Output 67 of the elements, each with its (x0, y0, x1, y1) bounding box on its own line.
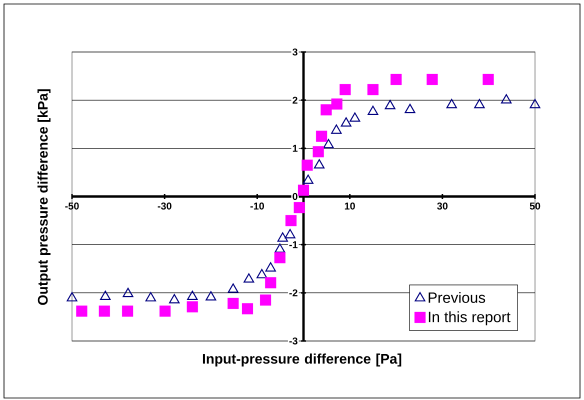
point (228, 283, 238, 293)
point (331, 124, 342, 134)
point (500, 94, 512, 104)
point (260, 294, 272, 306)
y-tick-label: 3 (292, 48, 298, 56)
point (316, 130, 328, 142)
x-tick-label: -30 (158, 202, 172, 210)
legend-label: Previous (428, 292, 486, 303)
point (277, 232, 288, 242)
y-axis-title: Output pressure difference [kPa] (38, 89, 50, 305)
point (76, 306, 88, 317)
y-tick-label: 0 (292, 192, 298, 200)
point (302, 174, 314, 184)
y-tick-label: 2 (292, 96, 298, 104)
y-tick-label: -1 (289, 241, 298, 248)
point (340, 84, 351, 96)
point (368, 106, 378, 116)
point (160, 306, 171, 317)
point (122, 306, 134, 317)
x-tick-label: 30 (437, 202, 448, 210)
point (320, 104, 332, 116)
point (100, 290, 111, 300)
point (340, 117, 352, 127)
point (284, 228, 296, 238)
point (265, 262, 276, 272)
point (66, 292, 78, 302)
point (482, 74, 494, 86)
point (384, 100, 396, 110)
y-tick-label: 1 (292, 144, 298, 152)
legend-label: In this report (428, 311, 510, 326)
point (206, 291, 216, 300)
point (122, 288, 134, 298)
point (350, 112, 360, 122)
y-tick-label: -3 (289, 337, 298, 345)
x-tick-label: 10 (344, 202, 355, 210)
point (169, 294, 180, 304)
point (265, 277, 276, 288)
point (285, 215, 297, 226)
y-tick-label: -2 (289, 289, 298, 296)
point (145, 292, 156, 302)
point (390, 74, 402, 86)
point (274, 252, 286, 264)
point (530, 98, 540, 108)
point (314, 159, 325, 168)
point (426, 74, 438, 86)
point (256, 268, 268, 278)
point (312, 146, 324, 158)
x-axis-title: Input-pressure difference [Pa] (202, 354, 402, 367)
x-tick-label: -10 (250, 202, 264, 210)
point (298, 184, 310, 196)
x-tick-label: 50 (530, 202, 540, 210)
point (323, 138, 334, 148)
point (446, 98, 457, 108)
x-tick-label: -50 (65, 202, 79, 210)
point (274, 243, 286, 253)
point (331, 98, 342, 110)
point (228, 298, 239, 309)
point (242, 303, 254, 314)
point (98, 306, 110, 317)
point (294, 202, 305, 214)
point (244, 273, 254, 283)
point (186, 301, 198, 312)
point (367, 84, 379, 96)
point (404, 104, 416, 114)
point (474, 98, 485, 108)
point (187, 290, 198, 300)
point (302, 160, 313, 171)
